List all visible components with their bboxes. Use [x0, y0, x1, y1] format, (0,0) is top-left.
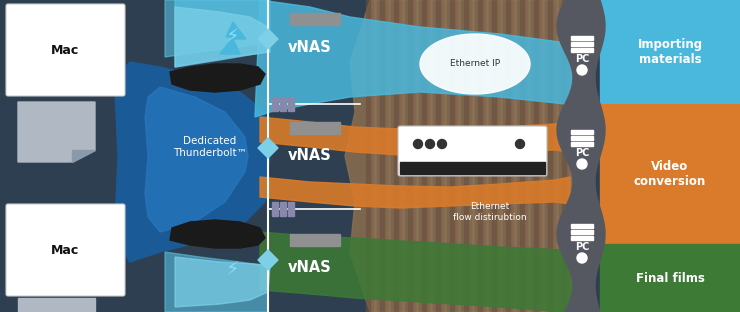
Polygon shape [115, 62, 270, 262]
Text: PC: PC [575, 54, 589, 64]
FancyBboxPatch shape [6, 4, 125, 96]
Text: PC: PC [575, 242, 589, 252]
Bar [571, 236, 593, 240]
Polygon shape [260, 177, 570, 208]
Bar [571, 36, 593, 40]
Polygon shape [258, 250, 278, 270]
Polygon shape [345, 0, 580, 312]
Bar [600, 104, 740, 244]
Polygon shape [258, 29, 278, 49]
Polygon shape [18, 298, 95, 312]
Bar [571, 130, 593, 134]
Polygon shape [175, 257, 270, 307]
Bar [272, 202, 278, 216]
Bar [288, 97, 294, 111]
Text: Video
conversion: Video conversion [634, 160, 706, 188]
Bar [571, 142, 593, 146]
Polygon shape [165, 252, 268, 312]
Polygon shape [260, 117, 570, 155]
Bar [280, 202, 286, 216]
Bar [272, 97, 278, 111]
Polygon shape [18, 102, 95, 162]
Polygon shape [557, 0, 605, 312]
Bar [288, 202, 294, 216]
Bar [280, 97, 286, 111]
Circle shape [577, 159, 587, 169]
Text: ⚡: ⚡ [225, 261, 239, 280]
Text: Final films: Final films [636, 271, 704, 285]
Bar [290, 13, 340, 25]
Text: Mac: Mac [51, 43, 79, 56]
Bar [290, 234, 340, 246]
FancyBboxPatch shape [398, 126, 547, 176]
Bar [600, 244, 740, 312]
Text: Mac: Mac [51, 243, 79, 256]
Bar [400, 162, 545, 174]
Bar [290, 122, 340, 134]
Circle shape [437, 139, 446, 149]
Bar [571, 224, 593, 228]
Polygon shape [260, 232, 580, 312]
Bar [571, 42, 593, 46]
Polygon shape [165, 0, 268, 57]
Circle shape [425, 139, 434, 149]
Bar [571, 136, 593, 140]
Text: vNAS: vNAS [288, 40, 332, 55]
Polygon shape [72, 150, 95, 162]
Circle shape [414, 139, 423, 149]
Circle shape [577, 65, 587, 75]
Bar [571, 230, 593, 234]
FancyBboxPatch shape [6, 204, 125, 296]
Polygon shape [170, 64, 265, 92]
Bar [571, 48, 593, 52]
Text: Importing
materials: Importing materials [637, 38, 702, 66]
Text: PC: PC [575, 148, 589, 158]
Circle shape [516, 139, 525, 149]
Text: Dedicated
Thunderbolt™: Dedicated Thunderbolt™ [173, 136, 247, 158]
Text: vNAS: vNAS [288, 261, 332, 275]
Circle shape [577, 253, 587, 263]
Polygon shape [420, 34, 530, 94]
Text: vNAS: vNAS [288, 149, 332, 163]
Text: Ethernet IP: Ethernet IP [450, 60, 500, 69]
Text: Ethernet
flow distirubtion: Ethernet flow distirubtion [453, 202, 527, 222]
Polygon shape [220, 22, 246, 54]
Text: ⚡: ⚡ [225, 27, 239, 46]
Polygon shape [170, 220, 265, 248]
Polygon shape [258, 138, 278, 158]
Polygon shape [175, 0, 270, 67]
Polygon shape [255, 0, 580, 117]
Polygon shape [175, 7, 270, 67]
Polygon shape [145, 87, 248, 232]
Bar [600, 0, 740, 104]
